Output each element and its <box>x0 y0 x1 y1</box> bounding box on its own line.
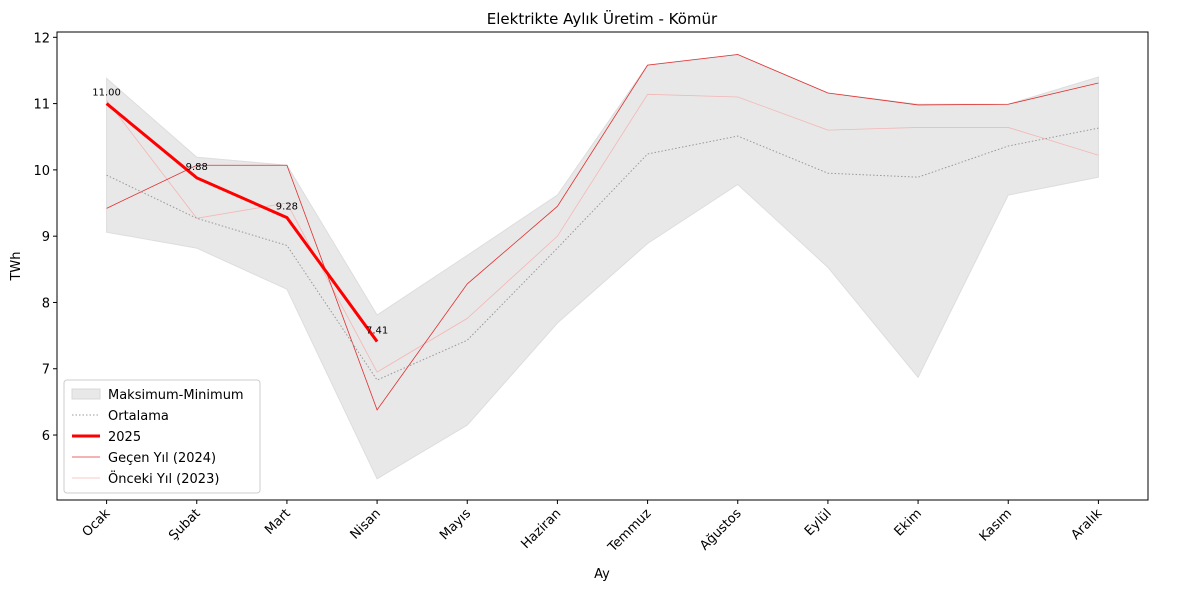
chart-title: Elektrikte Aylık Üretim - Kömür <box>487 9 718 28</box>
x-tick-label: Mart <box>262 506 294 538</box>
data-label: 7.41 <box>366 326 388 337</box>
legend-label: 2025 <box>108 430 141 445</box>
x-tick-label: Mayıs <box>437 506 474 543</box>
x-axis-label: Ay <box>594 567 610 582</box>
x-tick-label: Eylül <box>802 506 835 539</box>
x-tick-label: Kasım <box>977 506 1015 544</box>
y-tick-label: 9 <box>42 230 50 245</box>
x-tick-label: Temmuz <box>605 506 655 556</box>
series-line <box>106 93 1099 373</box>
y-tick-label: 7 <box>42 363 50 378</box>
y-tick-label: 11 <box>33 98 50 113</box>
x-tick-label: Aralık <box>1068 506 1105 543</box>
series-line <box>106 127 1099 381</box>
series-line <box>106 54 1099 411</box>
data-label: 9.28 <box>276 202 298 213</box>
series-line <box>105 102 379 343</box>
y-tick-label: 12 <box>33 31 50 46</box>
plot-frame <box>56 31 1149 501</box>
x-tick-label: Şubat <box>166 506 203 543</box>
y-axis-label: TWh <box>9 251 24 281</box>
legend-swatch <box>71 388 101 400</box>
y-tick-label: 10 <box>33 164 50 179</box>
x-tick-label: Ağustos <box>697 506 745 554</box>
x-tick-label: Nisan <box>348 506 384 542</box>
legend-label: Maksimum-Minimum <box>108 388 244 403</box>
legend-label: Ortalama <box>108 409 169 424</box>
x-tick-label: Ekim <box>892 506 925 539</box>
range-band <box>106 54 1099 480</box>
data-label: 11.00 <box>92 88 121 99</box>
data-label: 9.88 <box>186 162 208 173</box>
y-tick-label: 6 <box>42 429 50 444</box>
x-tick-label: Haziran <box>518 506 564 552</box>
x-tick-label: Ocak <box>80 506 114 540</box>
legend-label: Önceki Yıl (2023) <box>108 470 219 487</box>
legend-box <box>63 379 261 494</box>
y-tick-label: 8 <box>42 296 50 311</box>
legend-label: Geçen Yıl (2024) <box>108 451 216 466</box>
